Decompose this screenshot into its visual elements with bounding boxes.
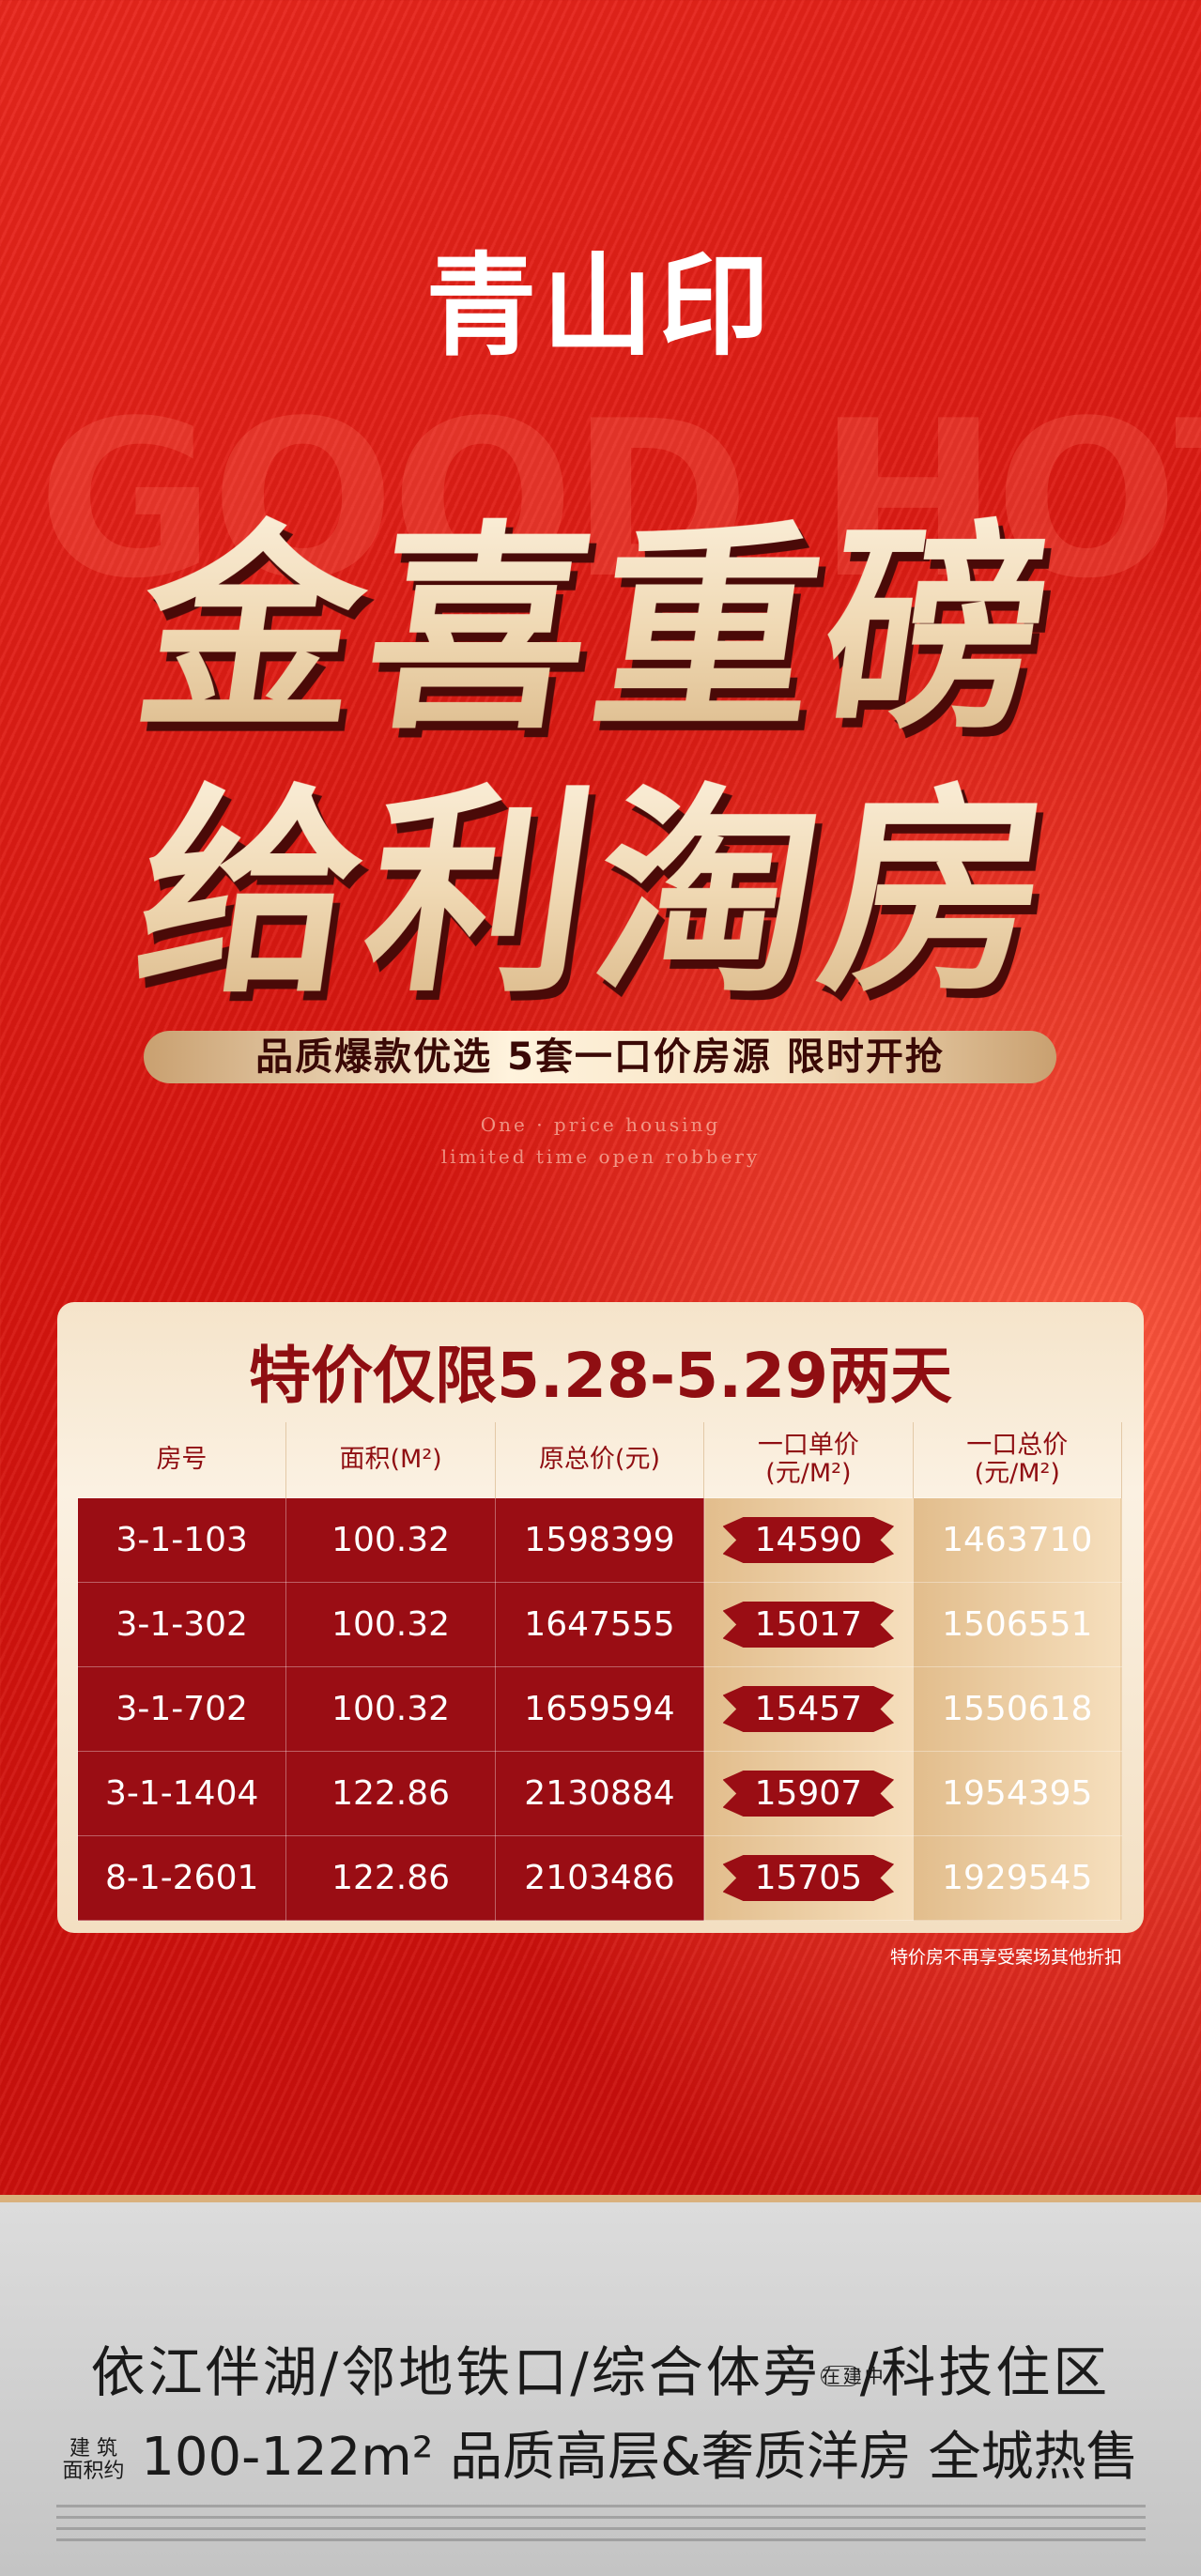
cell: 122.86	[285, 1835, 496, 1921]
cell: 100.32	[285, 1582, 496, 1667]
brand: 青山印	[425, 241, 776, 371]
cell: 1463710	[912, 1497, 1123, 1583]
cell: 100.32	[285, 1497, 496, 1583]
cell: 1929545	[912, 1835, 1123, 1921]
cell: 14590	[703, 1497, 914, 1583]
table-title: 特价仅限5.28-5.29两天	[248, 1340, 953, 1412]
cell: 15705	[703, 1835, 914, 1921]
note: 特价房不再享受案场其他折扣	[889, 1947, 1122, 1968]
column-header: 房号	[77, 1422, 287, 1498]
area-label-line: 建 筑	[69, 2436, 117, 2461]
footer-band	[0, 2195, 1201, 2576]
column-header: 一口单价 (元/M²)	[703, 1422, 914, 1498]
fine-print	[56, 2505, 1146, 2542]
cell: 1659594	[494, 1666, 705, 1752]
footer-line: 建 筑面积约 100-122m² 品质高层&奢质洋房 全城热售	[0, 2415, 1201, 2491]
area-label: 建 筑面积约	[62, 2436, 125, 2483]
cell: 3-1-103	[76, 1497, 287, 1583]
cell: 1550618	[912, 1666, 1123, 1752]
footer-small: 在建中	[820, 2364, 886, 2387]
cell: 3-1-302	[76, 1582, 287, 1667]
table-row: 8-1-2601 122.86 2103486 15705 1929545	[76, 1835, 1123, 1921]
table-row: 3-1-702 100.32 1659594 15457 1550618	[76, 1666, 1123, 1752]
area: 100-122m²	[141, 2427, 434, 2488]
cell: 15017	[703, 1582, 914, 1667]
price-table: 房号 面积(M²) 原总价(元) 一口单价 (元/M²) 一口总价 (元/M²) 3-1-10…	[76, 1422, 1123, 1921]
header-text: 一口总价	[966, 1431, 1069, 1460]
cell: 1954395	[912, 1751, 1123, 1836]
price-badge: 15017	[722, 1602, 895, 1648]
cell: 8-1-2601	[76, 1835, 287, 1921]
header-text: 原总价(元)	[538, 1445, 661, 1474]
table-row: 3-1-302 100.32 1647555 15017 1506551	[76, 1582, 1123, 1667]
header-text: 面积(M²)	[339, 1445, 442, 1474]
table-row: 3-1-103 100.32 1598399 14590 1463710	[76, 1497, 1123, 1583]
slogan: 品质高层&奢质洋房 全城热售	[450, 2427, 1139, 2488]
bg-text: GOOD HOT	[38, 376, 1201, 626]
cell: 3-1-1404	[76, 1751, 287, 1836]
footer-text: 依江伴湖/邻地铁口/综合体旁	[90, 2340, 821, 2404]
cell: 1506551	[912, 1582, 1123, 1667]
header-text: (元/M²)	[765, 1459, 852, 1488]
cell: 1598399	[494, 1497, 705, 1583]
column-header: 原总价(元)	[495, 1422, 705, 1498]
cell: 2103486	[494, 1835, 705, 1921]
header-text: 房号	[156, 1445, 208, 1474]
tagline: 品质爆款优选 5套一口价房源 限时开抢	[144, 1031, 1056, 1083]
cell: 100.32	[285, 1666, 496, 1752]
footer-line: 依江伴湖/邻地铁口/综合体旁在建中/科技住区	[0, 2328, 1201, 2407]
cell: 1647555	[494, 1582, 705, 1667]
english-line: One · price housing	[480, 1113, 721, 1136]
cell: 15457	[703, 1666, 914, 1752]
column-header: 一口总价 (元/M²)	[913, 1422, 1123, 1498]
area-label-line: 面积约	[62, 2459, 125, 2483]
footer-text: /科技住区	[859, 2340, 1111, 2404]
header-text: (元/M²)	[974, 1459, 1060, 1488]
price-badge: 14590	[722, 1517, 895, 1563]
column-header: 面积(M²)	[285, 1422, 496, 1498]
cell: 15907	[703, 1751, 914, 1836]
price-badge: 15907	[722, 1771, 895, 1817]
cell: 2130884	[494, 1751, 705, 1836]
english-line: limited time open robbery	[440, 1145, 761, 1168]
cell: 3-1-702	[76, 1666, 287, 1752]
header-text: 一口单价	[757, 1431, 859, 1460]
cell: 122.86	[285, 1751, 496, 1836]
price-badge: 15457	[722, 1686, 895, 1732]
headline: 给利淘房	[0, 713, 1201, 1034]
table-row: 3-1-1404 122.86 2130884 15907 1954395	[76, 1751, 1123, 1836]
price-badge: 15705	[722, 1855, 895, 1901]
